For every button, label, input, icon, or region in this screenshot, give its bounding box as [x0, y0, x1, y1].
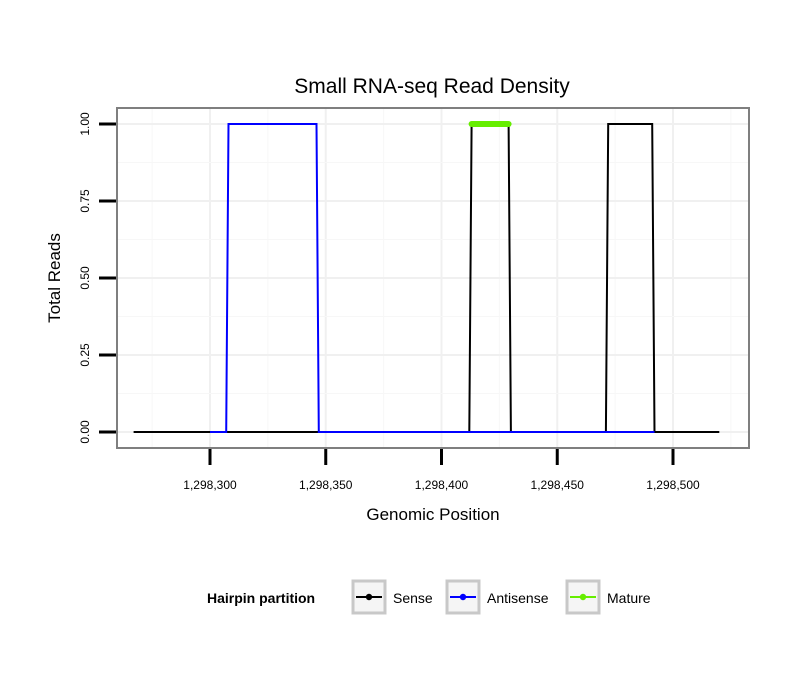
y-axis: 0.00 0.25 0.50 0.75 1.00	[78, 112, 116, 444]
x-tick-label: 1,298,400	[415, 478, 469, 492]
x-tick-label: 1,298,350	[299, 478, 353, 492]
y-tick-label: 0.75	[78, 189, 92, 213]
chart-title: Small RNA-seq Read Density	[294, 75, 570, 98]
legend-label-antisense: Antisense	[487, 590, 549, 606]
legend-key-point	[365, 593, 373, 601]
y-tick-label: 0.00	[78, 420, 92, 444]
legend-key-point	[459, 593, 467, 601]
panel-border	[116, 107, 750, 449]
legend-label-mature: Mature	[607, 590, 651, 606]
x-axis: 1,298,300 1,298,350 1,298,400 1,298,450 1,29…	[183, 449, 700, 492]
y-tick-label: 1.00	[78, 112, 92, 136]
x-tick-label: 1,298,300	[183, 478, 237, 492]
legend-key-point	[579, 593, 587, 601]
series-layer	[133, 121, 720, 433]
x-tick-label: 1,298,500	[646, 478, 700, 492]
x-tick-label: 1,298,450	[531, 478, 585, 492]
legend-items: Sense Antisense Mature	[351, 579, 651, 615]
y-tick-label: 0.25	[78, 343, 92, 367]
y-axis-title: Total Reads	[45, 233, 64, 323]
legend-title: Hairpin partition	[207, 590, 315, 606]
series-line-antisense	[210, 123, 655, 433]
grid	[118, 109, 748, 447]
x-axis-title: Genomic Position	[366, 505, 499, 524]
legend: Hairpin partition Sense Antisense Mature	[207, 579, 651, 615]
legend-label-sense: Sense	[393, 590, 433, 606]
y-tick-label: 0.50	[78, 266, 92, 290]
